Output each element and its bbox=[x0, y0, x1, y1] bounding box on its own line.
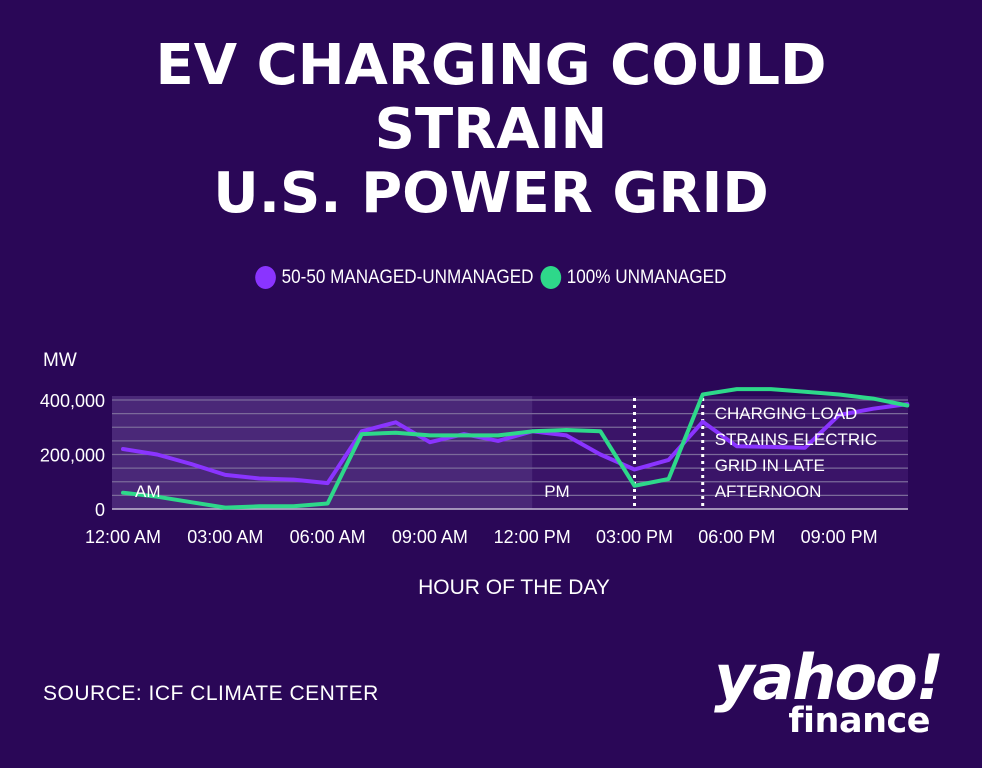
source-note: SOURCE: ICF CLIMATE CENTER bbox=[43, 682, 379, 705]
legend-item-managed: 50-50 MANAGED-UNMANAGED bbox=[255, 266, 534, 289]
x-tick-label: 12:00 PM bbox=[494, 527, 571, 547]
legend-label-unmanaged: 100% UNMANAGED bbox=[566, 266, 727, 288]
x-tick-label: 06:00 PM bbox=[698, 527, 775, 547]
legend-swatch-unmanaged bbox=[540, 266, 562, 289]
am-shading bbox=[112, 396, 533, 509]
legend-label-managed: 50-50 MANAGED-UNMANAGED bbox=[281, 266, 534, 288]
x-tick-label: 06:00 AM bbox=[290, 527, 366, 547]
x-tick-label: 12:00 AM bbox=[85, 527, 161, 547]
x-tick-label: 09:00 AM bbox=[392, 527, 468, 547]
annotation-grid-strain-line: STRAINS ELECTRIC bbox=[715, 430, 877, 449]
legend-item-unmanaged: 100% UNMANAGED bbox=[540, 266, 727, 289]
series-line-unmanaged bbox=[121, 387, 910, 510]
y-tick-label: 0 bbox=[95, 500, 105, 520]
annotation-pm: PM bbox=[544, 482, 570, 501]
legend: 50-50 MANAGED-UNMANAGED 100% UNMANAGED bbox=[49, 266, 933, 289]
y-axis-unit: MW bbox=[43, 350, 77, 371]
x-axis-title: HOUR OF THE DAY bbox=[418, 576, 610, 599]
x-tick-label: 03:00 PM bbox=[596, 527, 673, 547]
chart-title: EV CHARGING COULD STRAIN U.S. POWER GRID bbox=[0, 34, 982, 226]
x-tick-label: 03:00 AM bbox=[187, 527, 263, 547]
title-line-3: U.S. POWER GRID bbox=[213, 161, 769, 226]
title-line-1: EV CHARGING COULD bbox=[155, 33, 827, 98]
series-line-managed bbox=[121, 402, 910, 486]
annotation-am: AM bbox=[135, 482, 161, 501]
logo-yahoo-text: yahoo! bbox=[714, 641, 944, 714]
annotation-grid-strain-line: CHARGING LOAD bbox=[715, 404, 858, 423]
logo-finance-text: finance bbox=[788, 701, 930, 741]
y-tick-label: 200,000 bbox=[40, 446, 105, 466]
title-line-2: STRAIN bbox=[374, 97, 608, 162]
y-tick-label: 400,000 bbox=[40, 391, 105, 411]
legend-swatch-managed bbox=[255, 266, 277, 289]
annotation-grid-strain-line: AFTERNOON bbox=[715, 482, 822, 501]
yahoo-finance-logo: yahoo! finance bbox=[714, 641, 956, 745]
line-chart: 0 200,000 400,000 12:00 AM 03:00 AM 06:00 AM 0… bbox=[40, 387, 910, 547]
annotation-grid-strain-line: GRID IN LATE bbox=[715, 456, 825, 475]
x-tick-label: 09:00 PM bbox=[801, 527, 878, 547]
